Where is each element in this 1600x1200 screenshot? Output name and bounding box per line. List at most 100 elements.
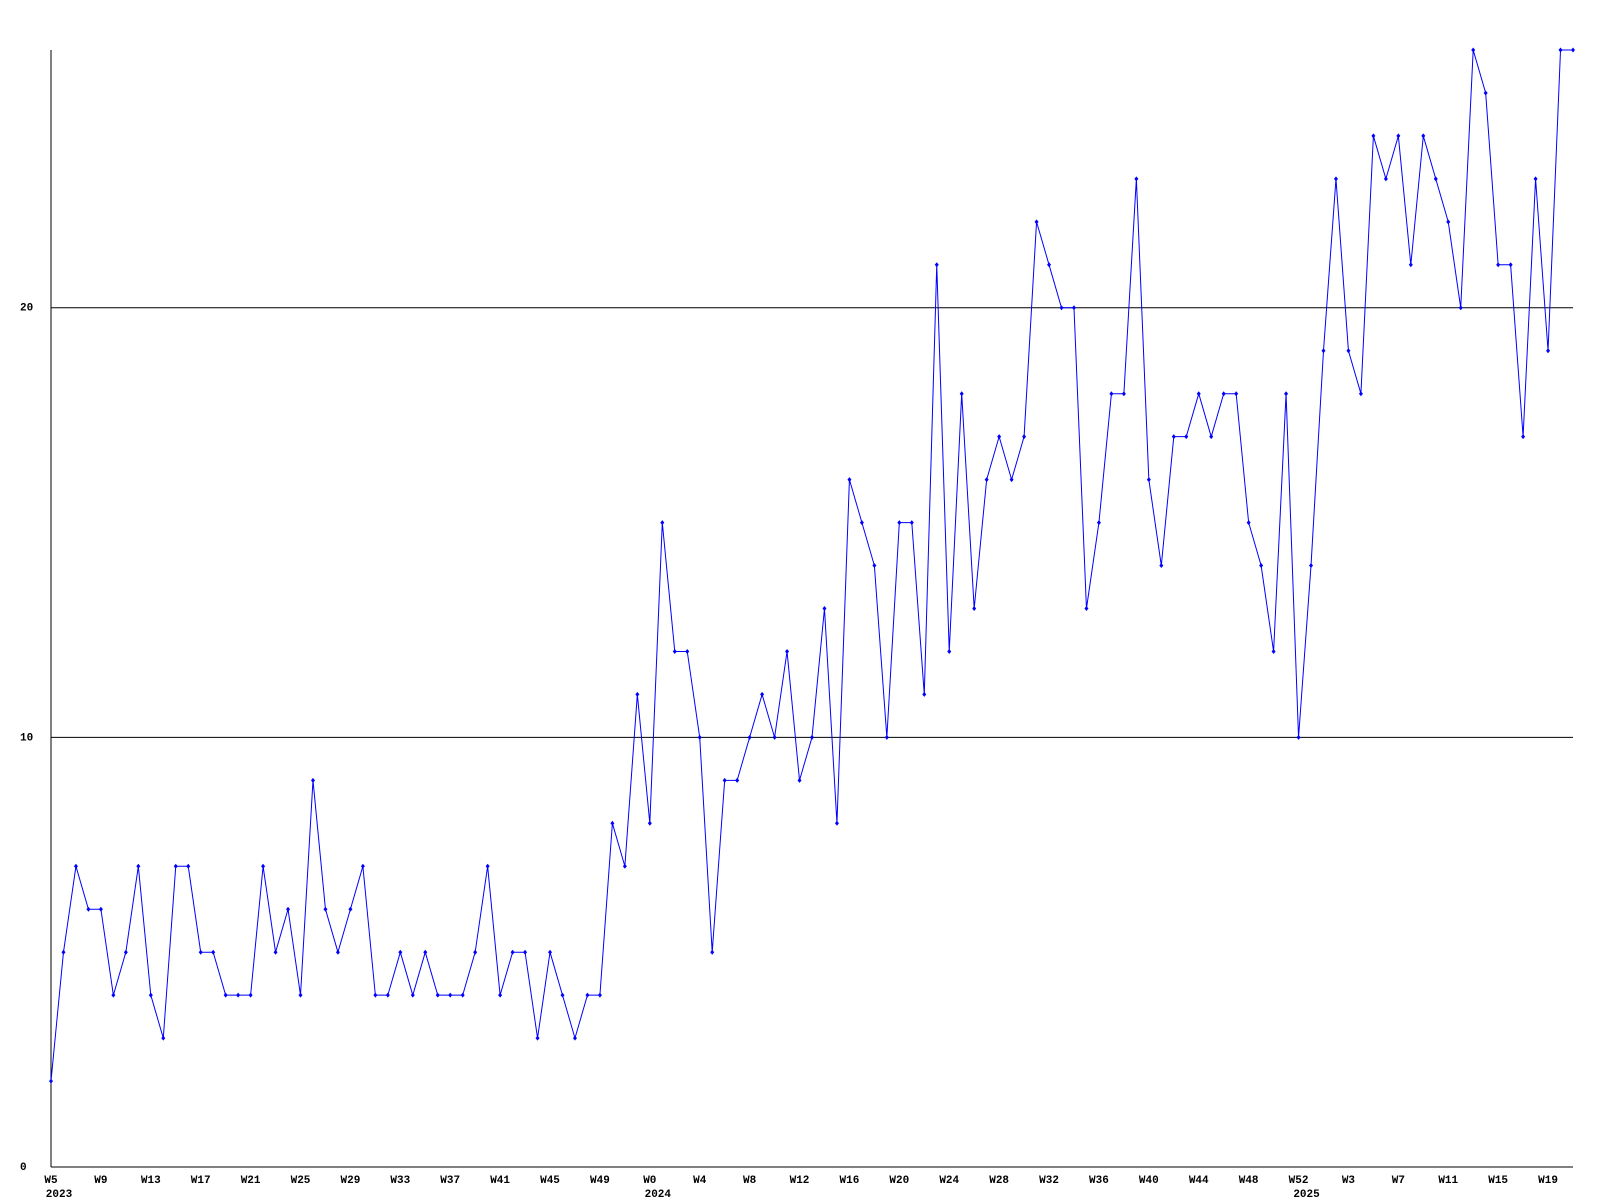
x-tick-label: W25	[291, 1175, 311, 1187]
point	[323, 906, 328, 912]
point	[398, 949, 403, 955]
x-tick-label: W28	[989, 1175, 1009, 1187]
point	[1333, 176, 1338, 182]
point	[1521, 434, 1526, 440]
x-tick-label: W20	[889, 1175, 909, 1187]
point	[1396, 133, 1401, 139]
point	[647, 820, 652, 826]
point	[585, 992, 590, 998]
point	[1508, 262, 1513, 268]
point	[1533, 176, 1538, 182]
point	[660, 520, 665, 526]
point	[373, 992, 378, 998]
point	[1184, 434, 1189, 440]
x-year-label: 2023	[46, 1189, 73, 1200]
x-tick-label: W4	[693, 1175, 707, 1187]
point	[560, 992, 565, 998]
point	[448, 992, 453, 998]
point	[1421, 133, 1426, 139]
point	[1383, 176, 1388, 182]
point	[884, 734, 889, 740]
point	[186, 863, 191, 869]
point	[485, 863, 490, 869]
point	[1159, 563, 1164, 569]
point	[148, 992, 153, 998]
x-tick-label: W11	[1438, 1175, 1458, 1187]
point	[997, 434, 1002, 440]
point	[73, 863, 78, 869]
point	[847, 477, 852, 483]
point	[423, 949, 428, 955]
point	[1471, 47, 1476, 53]
point	[1059, 305, 1064, 311]
point	[435, 992, 440, 998]
x-tick-label: W21	[241, 1175, 261, 1187]
point	[1034, 219, 1039, 225]
x-tick-label: W19	[1538, 1175, 1558, 1187]
point	[984, 477, 989, 483]
x-tick-label: W40	[1139, 1175, 1159, 1187]
point	[597, 992, 602, 998]
y-tick-label: 10	[20, 732, 33, 744]
point	[510, 949, 515, 955]
x-tick-label: W49	[590, 1175, 610, 1187]
point	[1558, 47, 1563, 53]
point	[1271, 648, 1276, 654]
point	[1022, 434, 1027, 440]
x-tick-label: W17	[191, 1175, 211, 1187]
point	[198, 949, 203, 955]
point	[1134, 176, 1139, 182]
point	[1047, 262, 1052, 268]
point	[286, 906, 291, 912]
x-tick-label: W41	[490, 1175, 510, 1187]
x-tick-label: W37	[440, 1175, 460, 1187]
point	[1496, 262, 1501, 268]
x-tick-label: W33	[390, 1175, 410, 1187]
point	[797, 777, 802, 783]
point	[1221, 391, 1226, 397]
point	[785, 648, 790, 654]
point	[1084, 606, 1089, 611]
point	[460, 992, 465, 998]
point	[111, 992, 116, 998]
point	[535, 1035, 540, 1041]
point	[261, 863, 266, 869]
point	[672, 648, 677, 654]
point	[697, 734, 702, 740]
point	[735, 777, 740, 783]
point	[1296, 734, 1301, 740]
point	[1196, 391, 1201, 397]
point	[710, 949, 715, 955]
point	[498, 992, 503, 998]
x-tick-label: W32	[1039, 1175, 1059, 1187]
x-tick-label: W12	[790, 1175, 810, 1187]
line	[50, 49, 1573, 1082]
point	[236, 992, 241, 998]
point	[610, 820, 615, 826]
point	[622, 863, 627, 869]
x-year-label: 2024	[645, 1189, 672, 1200]
point	[1234, 391, 1239, 397]
point	[348, 906, 353, 912]
point	[310, 777, 315, 783]
point	[1071, 305, 1076, 311]
point	[1259, 563, 1264, 569]
point	[223, 992, 228, 998]
point	[273, 949, 278, 955]
point	[834, 820, 839, 826]
x-tick-label: W5	[44, 1175, 58, 1187]
point	[722, 777, 727, 783]
point	[959, 391, 964, 397]
point	[1146, 477, 1151, 483]
point	[934, 262, 939, 268]
point	[822, 606, 827, 611]
point	[947, 648, 952, 654]
point	[909, 520, 914, 526]
point	[1009, 477, 1014, 483]
point	[1284, 391, 1289, 397]
y-tick-label: 0	[20, 1162, 27, 1174]
point	[1446, 219, 1451, 225]
x-tick-label: W8	[743, 1175, 757, 1187]
point	[298, 992, 303, 998]
